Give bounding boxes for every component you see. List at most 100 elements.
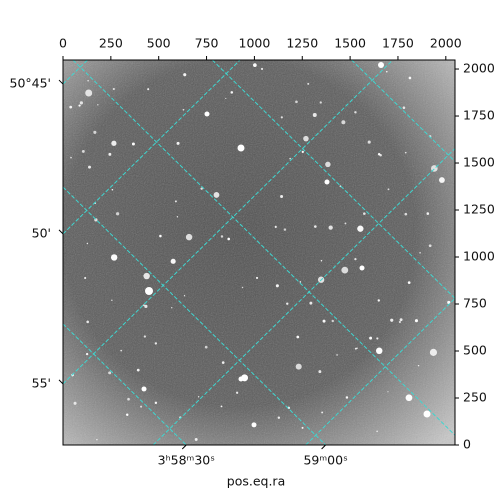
x-tick-label: 250 xyxy=(99,36,123,51)
star xyxy=(183,73,187,77)
star xyxy=(312,113,317,118)
star xyxy=(111,140,117,146)
star xyxy=(220,235,224,238)
sky-image xyxy=(63,60,455,445)
star xyxy=(324,179,330,185)
star xyxy=(87,79,89,82)
star xyxy=(423,410,431,418)
dec-tick-label: 55' xyxy=(32,375,51,390)
dec-tick xyxy=(58,229,64,235)
x-tick-label: 0 xyxy=(59,36,67,51)
star xyxy=(147,88,150,91)
ra-grid-line xyxy=(72,60,455,436)
star xyxy=(404,151,407,154)
star xyxy=(377,299,380,302)
star xyxy=(299,281,302,283)
ra-tick-label: 59ᵐ00ˢ xyxy=(303,453,347,468)
star xyxy=(354,347,357,350)
star xyxy=(176,141,180,145)
x-tick-label: 750 xyxy=(195,36,219,51)
star xyxy=(144,304,148,308)
y-tick-label: 1000 xyxy=(463,249,495,264)
star xyxy=(73,401,77,405)
star xyxy=(221,361,225,364)
x-tick-label: 500 xyxy=(147,36,171,51)
star xyxy=(176,216,179,218)
star xyxy=(108,371,112,375)
star xyxy=(274,225,277,228)
ra-grid-line xyxy=(63,186,326,445)
star xyxy=(253,63,257,67)
star xyxy=(303,135,309,142)
star xyxy=(322,319,326,323)
star xyxy=(280,116,283,119)
star xyxy=(251,422,257,428)
star xyxy=(319,101,322,104)
y-tick-label: 500 xyxy=(463,343,487,358)
star xyxy=(301,150,304,154)
star xyxy=(86,320,89,324)
star xyxy=(344,222,347,225)
star xyxy=(238,376,244,382)
star xyxy=(429,348,438,356)
star xyxy=(125,413,129,416)
star xyxy=(341,266,349,274)
star xyxy=(275,284,279,288)
x-tick-label: 1000 xyxy=(239,36,271,51)
star xyxy=(86,242,89,245)
dec-tick xyxy=(58,79,64,85)
x-tick-label: 2000 xyxy=(430,36,462,51)
star xyxy=(307,82,310,85)
star xyxy=(241,286,244,289)
star xyxy=(108,152,112,156)
star xyxy=(356,347,358,349)
star xyxy=(390,318,394,322)
plot-frame xyxy=(62,59,456,446)
star xyxy=(336,354,338,356)
star xyxy=(386,71,388,73)
y-tick-label: 2000 xyxy=(463,61,495,76)
x-tick-label: 1750 xyxy=(382,36,414,51)
ra-grid-line xyxy=(211,60,455,299)
y-tick-label: 1750 xyxy=(463,108,495,123)
y-tick-label: 1250 xyxy=(463,202,495,217)
star xyxy=(359,265,365,271)
star xyxy=(376,337,379,340)
star xyxy=(143,272,150,280)
star xyxy=(78,104,81,107)
star xyxy=(354,257,357,261)
star xyxy=(283,228,287,231)
star xyxy=(141,386,147,392)
star xyxy=(227,237,231,241)
star xyxy=(136,368,140,372)
star xyxy=(309,301,313,305)
star xyxy=(345,396,349,399)
dec-grid-line xyxy=(305,298,455,445)
star xyxy=(145,287,153,295)
star xyxy=(255,276,259,280)
star xyxy=(419,252,421,254)
star xyxy=(204,345,208,349)
star xyxy=(387,188,390,191)
star xyxy=(159,234,162,238)
star xyxy=(111,299,113,301)
star xyxy=(377,153,381,156)
star xyxy=(81,149,85,153)
ra-tick-label: 3ʰ58ᵐ30ˢ xyxy=(158,453,215,468)
star xyxy=(88,165,91,169)
star xyxy=(277,416,281,419)
star xyxy=(120,349,123,352)
star xyxy=(321,411,324,414)
star xyxy=(170,258,176,264)
star xyxy=(183,295,186,297)
star xyxy=(84,276,87,280)
star xyxy=(402,106,406,109)
star xyxy=(296,335,300,339)
y-tick-label: 250 xyxy=(463,390,487,405)
star xyxy=(426,212,430,215)
star xyxy=(237,144,245,152)
star xyxy=(85,352,89,356)
star xyxy=(171,307,173,309)
star xyxy=(357,225,364,232)
